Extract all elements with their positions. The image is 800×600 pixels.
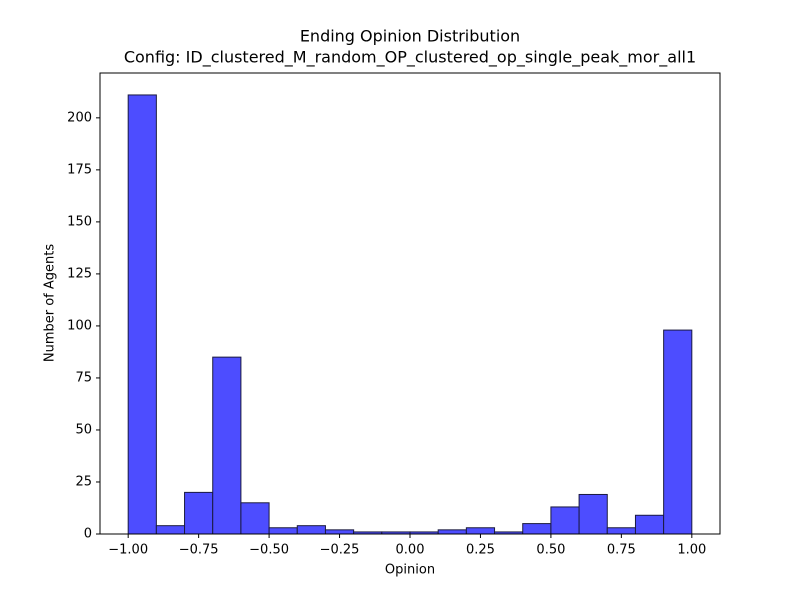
bar: [212, 356, 242, 535]
x-tick-label: −0.25: [320, 543, 360, 558]
x-tick-label: 0.75: [607, 543, 636, 558]
bar: [522, 523, 552, 535]
bar: [296, 525, 326, 535]
bar: [606, 527, 636, 535]
y-tick-label: 100: [67, 318, 92, 333]
bar: [550, 506, 580, 535]
y-tick-label: 25: [75, 474, 92, 489]
y-tick-label: 125: [67, 266, 92, 281]
y-tick-label: 0: [84, 527, 92, 542]
x-tick-label: 0.25: [466, 543, 495, 558]
y-axis-label: Number of Agents: [43, 244, 58, 362]
x-tick-label: −0.50: [249, 543, 289, 558]
y-tick-label: 200: [67, 110, 92, 125]
chart-subtitle: Config: ID_clustered_M_random_OP_cluster…: [124, 48, 696, 68]
bar: [437, 529, 467, 535]
bar: [578, 493, 608, 535]
bar: [465, 527, 496, 535]
bar: [184, 491, 214, 535]
x-tick-label: −1.00: [108, 543, 148, 558]
bar: [155, 525, 186, 535]
x-axis-label: Opinion: [385, 563, 435, 578]
x-tick-label: 0.50: [536, 543, 565, 558]
y-tick-label: 75: [75, 370, 92, 385]
bar: [663, 329, 693, 535]
x-tick-label: 0.00: [396, 543, 425, 558]
chart-title: Ending Opinion Distribution: [300, 27, 520, 46]
bar: [240, 502, 270, 535]
x-tick-label: 1.00: [677, 543, 706, 558]
y-tick-label: 50: [75, 422, 92, 437]
y-tick-label: 150: [67, 214, 92, 229]
bar: [634, 514, 665, 535]
x-tick-label: −0.75: [179, 543, 219, 558]
bar: [268, 527, 298, 535]
bar: [127, 94, 157, 535]
y-tick-label: 175: [67, 162, 92, 177]
bar: [324, 529, 355, 535]
